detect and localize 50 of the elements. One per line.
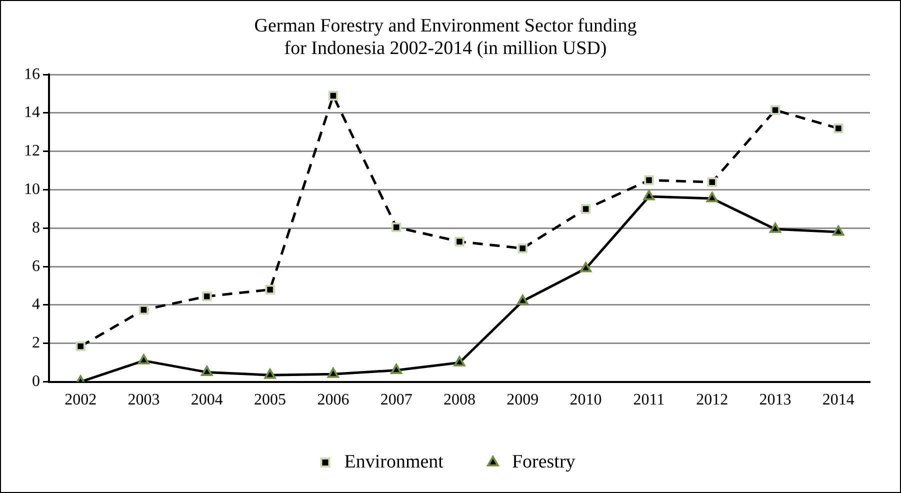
point [770, 105, 780, 116]
y-tick-label: 6 [32, 258, 40, 275]
y-tick-label: 14 [24, 104, 40, 122]
point [580, 262, 592, 272]
point [201, 366, 213, 376]
point [454, 356, 466, 366]
chart-title: German Forestry and Environment Sector funding for Indonesia 2002-2014 (in million USD) [254, 15, 638, 60]
y-tick-label: 12 [24, 142, 40, 160]
point [770, 222, 782, 233]
y-tick-label: 16 [24, 66, 40, 83]
point [516, 294, 528, 305]
x-tick-label: 2006 [317, 392, 350, 409]
x-tick-label: 2010 [570, 392, 602, 409]
x-tick-label: 2003 [128, 392, 160, 409]
point [644, 175, 654, 186]
x-tick-label: 2002 [64, 392, 97, 409]
point [454, 236, 464, 247]
point [518, 243, 528, 254]
x-tick-label: 2011 [633, 392, 665, 409]
y-tick-label: 4 [32, 296, 40, 314]
point [391, 222, 402, 232]
point [834, 123, 844, 134]
legend-label: Environment [344, 451, 444, 472]
x-tick-label: 2013 [759, 392, 792, 409]
point [328, 90, 338, 101]
y-tick-label: 0 [32, 373, 40, 390]
y-tick-label: 8 [32, 219, 40, 236]
point [76, 341, 86, 352]
y-tick-label: 10 [24, 181, 40, 198]
x-tick-label: 2008 [444, 392, 476, 409]
point [202, 291, 212, 302]
point [643, 190, 655, 200]
point [390, 364, 402, 374]
y-tick-label: 2 [32, 334, 40, 352]
point [832, 226, 844, 236]
x-tick-label: 2005 [254, 392, 286, 409]
point [580, 204, 591, 214]
legend-label: Forestry [512, 451, 576, 472]
x-tick-label: 2004 [190, 392, 223, 409]
point [264, 368, 276, 379]
point [706, 192, 718, 202]
point [327, 368, 339, 378]
x-tick-label: 2007 [380, 392, 412, 409]
x-tick-label: 2012 [696, 392, 728, 409]
point [265, 284, 275, 295]
x-tick-label: 2014 [822, 392, 854, 409]
x-tick-label: 2009 [506, 392, 539, 409]
point [707, 177, 718, 188]
point [138, 304, 149, 315]
point [138, 354, 150, 364]
